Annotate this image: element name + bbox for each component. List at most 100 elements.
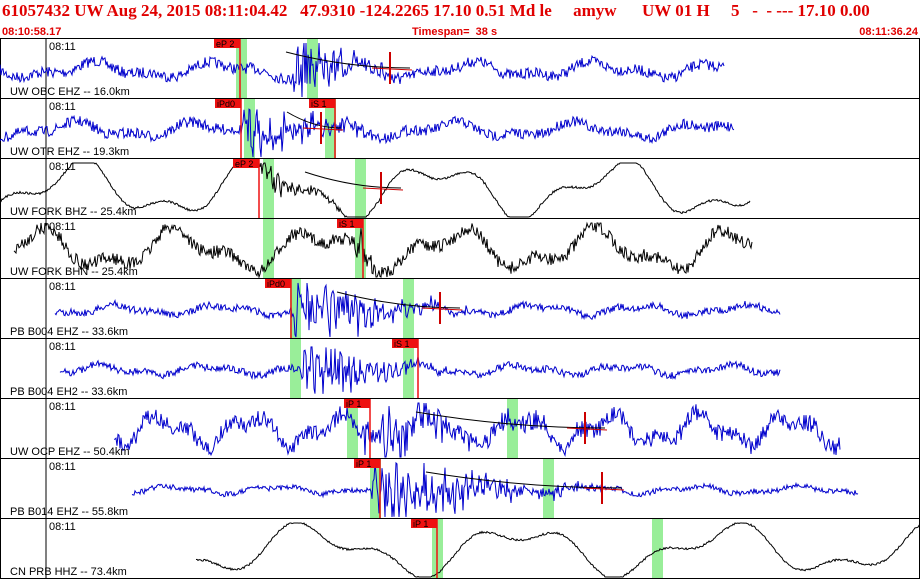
phase-window-shade bbox=[652, 519, 663, 578]
phase-window-shade bbox=[263, 219, 274, 278]
phase-pick[interactable]: iP 1 bbox=[354, 459, 381, 518]
phase-pick[interactable]: iS 1 bbox=[309, 99, 336, 158]
coda-fit-line bbox=[302, 127, 344, 131]
phase-window-shade bbox=[290, 279, 301, 338]
trace-panel: iP 1 08:11 PB B014 EHZ -- 55.8km bbox=[0, 458, 920, 519]
trace-panel: iP 1 08:11 UW OCP EHZ -- 50.4km bbox=[0, 398, 920, 459]
phase-window-shade bbox=[355, 219, 366, 278]
phase-pick[interactable]: iP 1 bbox=[344, 399, 371, 458]
timespan-label: Timespan= 38 s bbox=[412, 26, 498, 38]
seismogram-chart: eP 2 08:11 UW OBC EHZ -- 16.0km iPd0 iS 1 08:… bbox=[0, 38, 920, 579]
pick-label: iP 1 bbox=[413, 519, 428, 529]
waveform-trace bbox=[0, 108, 735, 158]
waveform-trace bbox=[131, 461, 859, 518]
station-label: UW OBC EHZ -- 16.0km bbox=[10, 86, 130, 98]
event-header: 61057432 UW Aug 24, 2015 08:11:04.42 47.… bbox=[0, 0, 920, 40]
time-tick-label: 08:11 bbox=[49, 161, 76, 173]
pick-label: iS 1 bbox=[311, 99, 327, 109]
time-tick-label: 08:11 bbox=[49, 401, 76, 413]
phase-window-shade bbox=[244, 99, 255, 158]
phase-window-shade bbox=[263, 159, 274, 218]
trace-panel: iS 1 08:11 PB B004 EH2 -- 33.6km bbox=[0, 338, 920, 399]
phase-pick[interactable]: iS 1 bbox=[337, 219, 364, 278]
phase-window-shade bbox=[307, 39, 318, 98]
seismogram-panels: eP 2 08:11 UW OBC EHZ -- 16.0km iPd0 iS 1 08:… bbox=[0, 38, 920, 580]
start-time-label: 08:10:58.17 bbox=[2, 26, 62, 38]
pick-label: iPd0 bbox=[267, 279, 285, 289]
pick-label: eP 2 bbox=[235, 159, 253, 169]
pick-label: iP 1 bbox=[356, 459, 371, 469]
pick-label: iS 1 bbox=[339, 219, 355, 229]
pick-label: iP 1 bbox=[346, 399, 361, 409]
coda-curve bbox=[336, 291, 461, 309]
pick-label-box bbox=[265, 279, 291, 288]
coda-fit-line bbox=[371, 67, 413, 71]
pick-label-box bbox=[337, 219, 363, 228]
coda-fit-line bbox=[583, 487, 625, 491]
waveform-trace bbox=[54, 282, 781, 338]
coda-fit-line bbox=[566, 427, 608, 431]
station-label: UW FORK BHZ -- 25.4km bbox=[10, 206, 137, 218]
pick-label-box bbox=[411, 519, 437, 528]
waveform-trace bbox=[195, 522, 920, 578]
phase-window-shade bbox=[370, 459, 381, 518]
trace-panel: iS 1 08:11 UW FORK BHN -- 25.4km bbox=[0, 218, 920, 279]
panel-frame bbox=[0, 458, 920, 519]
waveform-trace bbox=[0, 42, 725, 98]
trace-panel: iPd0 iS 1 08:11 UW OTR EHZ -- 19.3km bbox=[0, 98, 920, 159]
waveform-trace bbox=[13, 221, 753, 279]
time-tick-label: 08:11 bbox=[49, 461, 76, 473]
station-label: UW FORK BHN -- 25.4km bbox=[10, 266, 138, 278]
coda-curve bbox=[304, 171, 402, 189]
pick-label-box bbox=[309, 99, 335, 108]
phase-window-shade bbox=[347, 399, 358, 458]
phase-pick[interactable]: iS 1 bbox=[392, 339, 419, 398]
coda-fit-line bbox=[362, 187, 404, 191]
station-label: CN PRB HHZ -- 73.4km bbox=[10, 566, 127, 578]
station-label: UW OCP EHZ -- 50.4km bbox=[10, 446, 130, 458]
trace-panel: iPd0 08:11 PB B004 EHZ -- 33.6km bbox=[0, 278, 920, 339]
time-tick-label: 08:11 bbox=[49, 221, 76, 233]
panel-frame bbox=[0, 98, 920, 159]
station-label: PB B004 EH2 -- 33.6km bbox=[10, 386, 127, 398]
pick-label-box bbox=[214, 39, 240, 48]
station-label: UW OTR EHZ -- 19.3km bbox=[10, 146, 129, 158]
end-time-label: 08:11:36.24 bbox=[859, 26, 918, 38]
panel-frame bbox=[0, 158, 920, 219]
station-label: PB B004 EHZ -- 33.6km bbox=[10, 326, 128, 338]
time-tick-label: 08:11 bbox=[49, 341, 76, 353]
panel-frame bbox=[0, 218, 920, 279]
waveform-trace bbox=[113, 402, 841, 458]
panel-frame bbox=[0, 338, 920, 399]
event-summary-title: 61057432 UW Aug 24, 2015 08:11:04.42 47.… bbox=[2, 1, 870, 20]
waveform-trace bbox=[0, 162, 751, 218]
phase-pick[interactable]: iPd0 bbox=[265, 279, 292, 338]
time-tick-label: 08:11 bbox=[49, 41, 76, 53]
pick-label: eP 2 bbox=[216, 39, 234, 49]
trace-panel: iP 1 08:11 CN PRB HHZ -- 73.4km bbox=[0, 518, 920, 579]
time-tick-label: 08:11 bbox=[49, 281, 76, 293]
pick-label: iS 1 bbox=[394, 339, 410, 349]
time-tick-label: 08:11 bbox=[49, 101, 76, 113]
coda-curve bbox=[415, 411, 606, 429]
pick-label-box bbox=[233, 159, 259, 168]
pick-label-box bbox=[354, 459, 380, 468]
waveform-trace bbox=[59, 346, 781, 394]
pick-label: iPd0 bbox=[217, 99, 235, 109]
phase-pick[interactable]: iP 1 bbox=[411, 519, 438, 578]
coda-fit-line bbox=[421, 307, 463, 311]
phase-pick[interactable]: eP 2 bbox=[233, 159, 260, 218]
coda-curve bbox=[285, 51, 411, 69]
pick-label-box bbox=[215, 99, 241, 108]
phase-window-shade bbox=[290, 339, 301, 398]
coda-curve bbox=[286, 111, 342, 129]
phase-window-shade bbox=[236, 39, 247, 98]
trace-panel: eP 2 08:11 UW FORK BHZ -- 25.4km bbox=[0, 158, 920, 219]
pick-label-box bbox=[344, 399, 370, 408]
phase-window-shade bbox=[325, 99, 336, 158]
station-label: PB B014 EHZ -- 55.8km bbox=[10, 506, 128, 518]
phase-pick[interactable]: iPd0 bbox=[215, 99, 242, 158]
phase-pick[interactable]: eP 2 bbox=[214, 39, 241, 98]
coda-curve bbox=[425, 471, 623, 489]
pick-label-box bbox=[392, 339, 418, 348]
